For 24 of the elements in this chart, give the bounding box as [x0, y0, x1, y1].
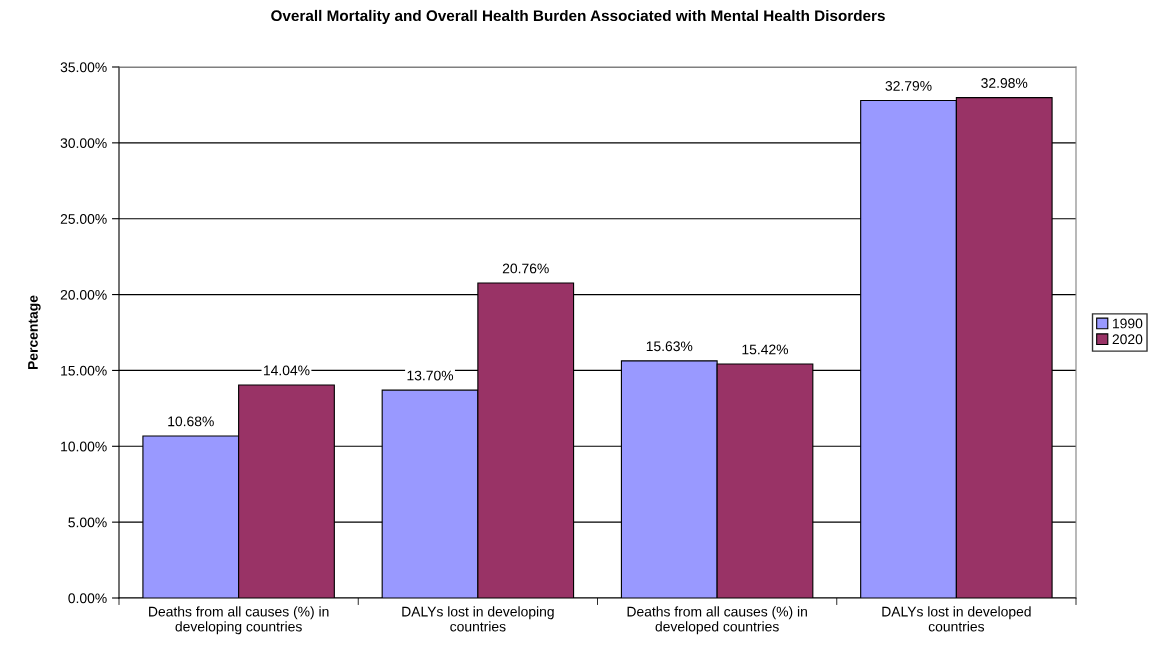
legend-label: 2020: [1112, 334, 1143, 345]
data-label: 32.79%: [885, 81, 932, 91]
x-tick-label: Deaths from all causes (%) in developing countries: [149, 606, 329, 635]
x-tick-label: Deaths from all causes (%) in developed countries: [627, 606, 807, 635]
x-tick-label: DALYs lost in developed countries: [882, 606, 1031, 632]
data-label: 13.70%: [407, 370, 454, 381]
x-tick-label: DALYs lost in developing countries: [402, 606, 554, 632]
data-label: 10.68%: [168, 416, 214, 427]
data-label: 15.63%: [646, 341, 693, 352]
legend-label: 1990: [1113, 318, 1143, 329]
y-tick-label: 20.00%: [60, 289, 107, 300]
chart-title: Overall Mortality and Overall Health Burden Associated with Mental Health Disorders: [271, 9, 885, 25]
data-label: 14.04%: [263, 365, 310, 376]
y-tick-label: 0.00%: [68, 593, 107, 604]
y-tick-label: 25.00%: [60, 214, 107, 224]
y-tick-label: 5.00%: [68, 517, 107, 528]
y-tick-label: 35.00%: [60, 62, 107, 73]
y-tick-label: 30.00%: [60, 138, 107, 149]
data-label: 15.42%: [742, 344, 789, 355]
y-tick-label: 15.00%: [61, 365, 107, 376]
y-axis-title: Percentage: [28, 295, 41, 370]
data-label: 20.76%: [502, 263, 549, 274]
y-tick-label: 10.00%: [61, 441, 107, 452]
data-label: 32.98%: [981, 78, 1028, 88]
